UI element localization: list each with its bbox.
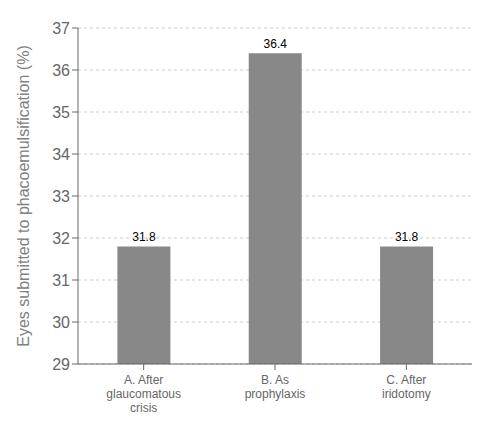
svg-text:33: 33 — [52, 188, 70, 205]
svg-text:36: 36 — [52, 62, 70, 79]
svg-text:32: 32 — [52, 230, 70, 247]
svg-text:B. Asprophylaxis: B. Asprophylaxis — [245, 373, 306, 401]
svg-text:31.8: 31.8 — [132, 230, 156, 244]
svg-text:37: 37 — [52, 20, 70, 37]
svg-text:31: 31 — [52, 272, 70, 289]
svg-text:A. Afterglaucomatouscrisis: A. Afterglaucomatouscrisis — [106, 373, 181, 415]
svg-text:29: 29 — [52, 356, 70, 373]
svg-text:31.8: 31.8 — [395, 230, 419, 244]
svg-text:36.4: 36.4 — [264, 37, 288, 51]
svg-text:C. Afteriridotomy: C. Afteriridotomy — [382, 373, 431, 401]
svg-text:Eyes submitted to phacoemulsif: Eyes submitted to phacoemulsification (%… — [15, 45, 32, 346]
svg-text:30: 30 — [52, 314, 70, 331]
svg-text:34: 34 — [52, 146, 70, 163]
svg-text:35: 35 — [52, 104, 70, 121]
